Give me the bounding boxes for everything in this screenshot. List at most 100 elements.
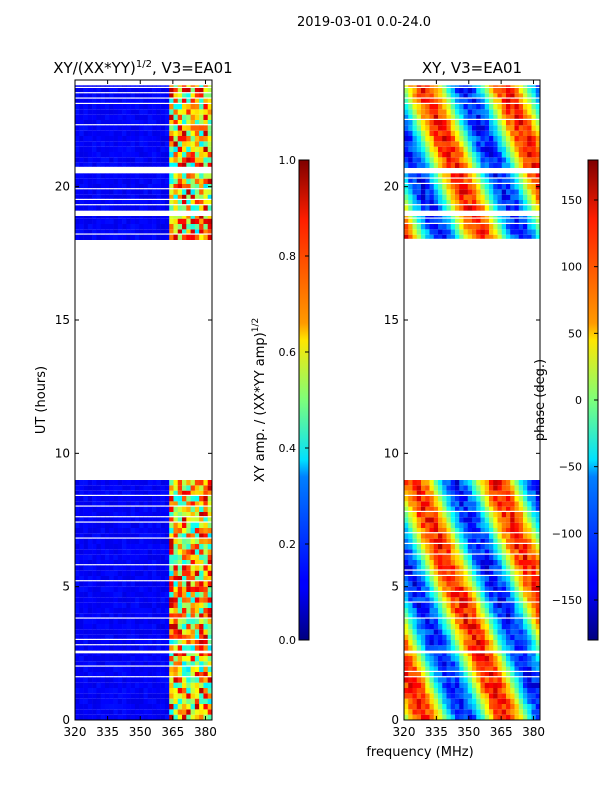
left-heatmap-cell: [104, 709, 110, 715]
right-heatmap-cell: [523, 549, 528, 554]
left-heatmap-cell: [126, 653, 131, 656]
left-heatmap-cell: [156, 682, 161, 688]
left-heatmap-cell: [186, 618, 191, 624]
left-heatmap-cell: [186, 218, 191, 224]
right-heatmap-cell: [523, 618, 528, 624]
right-heatmap-cell: [467, 656, 473, 662]
left-heatmap-cell: [104, 146, 110, 152]
right-heatmap-cell: [463, 501, 469, 507]
right-heatmap-cell: [493, 234, 498, 239]
right-heatmap-cell: [510, 162, 515, 168]
left-heatmap-cell: [79, 586, 84, 592]
right-heatmap-cell: [459, 570, 464, 575]
right-heatmap-cell: [472, 517, 477, 523]
left-heatmap-cell: [169, 693, 174, 699]
left-heatmap-cell: [143, 714, 149, 720]
right-heatmap-cell: [463, 682, 469, 688]
right-heatmap-cell: [518, 480, 524, 486]
left-heatmap-cell: [182, 120, 187, 125]
right-heatmap-cell: [442, 640, 447, 646]
left-heatmap-cell: [173, 501, 179, 506]
right-heatmap-cell: [527, 506, 532, 511]
left-heatmap-cell: [113, 130, 119, 136]
right-heatmap-cell: [518, 120, 524, 126]
left-heatmap-cell: [117, 200, 123, 205]
left-heatmap-cell: [87, 544, 93, 550]
right-heatmap-cell: [429, 597, 435, 602]
right-heatmap-cell: [523, 634, 528, 640]
right-heatmap-cell: [506, 672, 511, 677]
right-heatmap-cell: [438, 544, 443, 550]
right-heatmap-cell: [467, 224, 473, 230]
left-heatmap-cell: [143, 189, 149, 195]
right-heatmap-cell: [510, 152, 515, 158]
left-heatmap-cell: [207, 194, 212, 199]
left-heatmap-cell: [122, 640, 127, 645]
left-heatmap-cell: [100, 624, 106, 630]
left-heatmap-cell: [203, 234, 209, 240]
right-heatmap-cell: [480, 672, 486, 677]
left-heatmap-cell: [87, 152, 93, 158]
right-heatmap-cell: [459, 608, 464, 614]
right-heatmap-cell: [425, 218, 430, 223]
right-heatmap-cell: [421, 677, 426, 683]
left-heatmap-cell: [199, 125, 204, 131]
right-heatmap-cell: [429, 88, 435, 94]
left-heatmap-cell: [139, 98, 144, 103]
right-heatmap-cell: [484, 216, 490, 218]
right-heatmap-cell: [446, 570, 452, 575]
left-heatmap-cell: [92, 496, 97, 502]
left-heatmap-cell: [92, 130, 97, 136]
left-heatmap-cell: [126, 200, 131, 205]
left-heatmap-cell: [100, 666, 106, 672]
left-heatmap-cell: [87, 608, 93, 614]
left-heatmap-cell: [83, 666, 89, 672]
right-heatmap-cell: [408, 522, 413, 528]
right-heatmap-cell: [489, 570, 494, 575]
right-heatmap-cell: [489, 698, 494, 704]
right-heatmap-cell: [429, 120, 435, 126]
right-heatmap-cell: [510, 634, 515, 640]
left-heatmap-cell: [130, 184, 136, 189]
right-heatmap-cell: [412, 682, 418, 688]
left-heatmap-cell: [199, 490, 204, 495]
left-heatmap-cell: [173, 146, 179, 152]
left-heatmap-cell: [169, 666, 174, 672]
left-heatmap-cell: [126, 125, 131, 131]
right-heatmap-cell: [421, 645, 426, 651]
right-heatmap-cell: [501, 560, 507, 566]
left-heatmap-cell: [79, 608, 84, 614]
left-heatmap-cell: [126, 157, 131, 163]
left-heatmap-cell: [199, 688, 204, 694]
left-heatmap-cell: [199, 93, 204, 98]
left-heatmap-cell: [122, 218, 127, 224]
left-heatmap-cell: [173, 653, 179, 656]
left-heatmap-cell: [177, 533, 183, 538]
left-heatmap-cell: [207, 189, 212, 195]
left-heatmap-cell: [203, 229, 209, 234]
right-heatmap-cell: [408, 157, 413, 163]
right-heatmap-cell: [484, 104, 490, 110]
right-heatmap-cell: [476, 512, 481, 518]
left-heatmap-cell: [130, 533, 136, 538]
left-heatmap-cell: [173, 218, 179, 224]
right-heatmap-cell: [527, 496, 532, 502]
left-heatmap-cell: [194, 581, 200, 587]
right-heatmap-cell: [506, 586, 511, 591]
right-heatmap-cell: [497, 162, 503, 168]
left-heatmap-cell: [186, 224, 191, 230]
left-heatmap-cell: [190, 693, 196, 699]
left-heatmap-cell: [109, 194, 114, 199]
right-heatmap-cell: [450, 189, 456, 195]
right-heatmap-cell: [535, 109, 540, 115]
right-heatmap-cell: [510, 698, 515, 704]
right-heatmap-cell: [412, 88, 418, 94]
left-heatmap-cell: [139, 194, 144, 199]
left-heatmap-cell: [143, 216, 149, 219]
right-heatmap-cell: [484, 592, 490, 598]
left-heatmap-cell: [126, 688, 131, 694]
left-heatmap-cell: [83, 109, 89, 115]
right-heatmap-cell: [433, 194, 439, 200]
right-heatmap-cell: [476, 93, 481, 98]
right-heatmap-cell: [489, 576, 494, 582]
